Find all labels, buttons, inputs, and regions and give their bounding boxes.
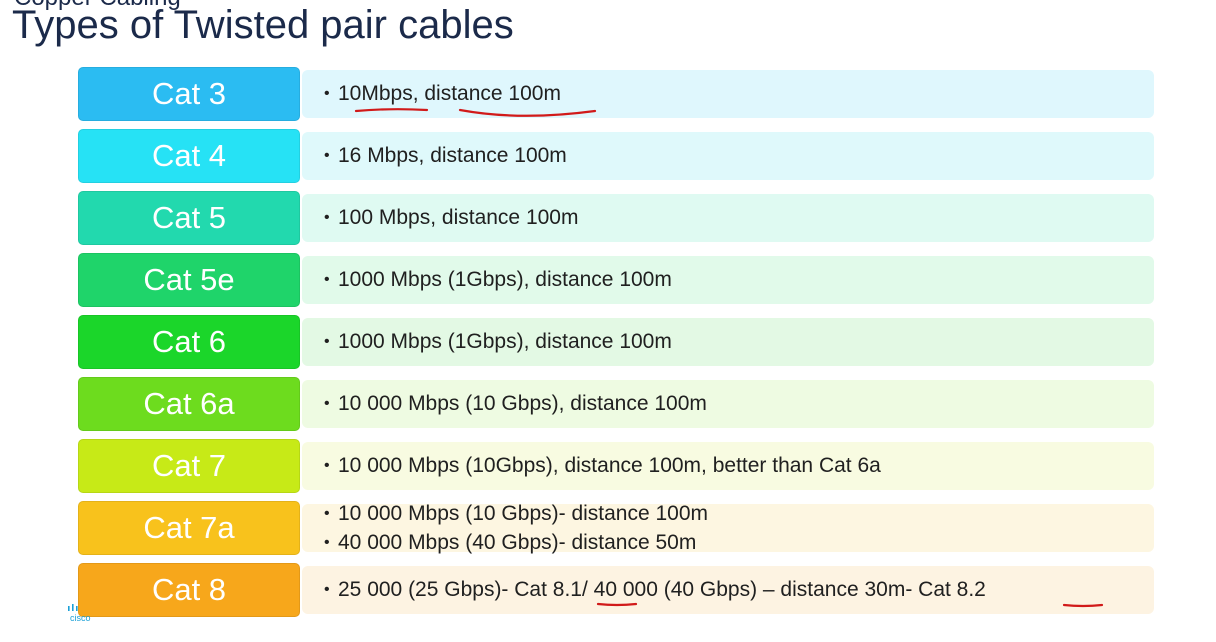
cable-description: 1000 Mbps (1Gbps), distance 100m [302, 256, 1154, 304]
cable-row: Cat 6 1000 Mbps (1Gbps), distance 100m [78, 315, 1158, 369]
description-bullet: 10 000 Mbps (10 Gbps)- distance 100m [324, 499, 1154, 528]
slide-title: Types of Twisted pair cables [12, 3, 514, 47]
cable-description: 25 000 (25 Gbps)- Cat 8.1/ 40 000 (40 Gb… [302, 566, 1154, 614]
description-bullet: 10 000 Mbps (10 Gbps), distance 100m [324, 390, 1154, 418]
cable-row: Cat 4 16 Mbps, distance 100m [78, 129, 1158, 183]
description-bullet: 100 Mbps, distance 100m [324, 204, 1154, 232]
cable-row: Cat 7a 10 000 Mbps (10 Gbps)- distance 1… [78, 499, 1158, 557]
cable-category-label: Cat 7 [78, 439, 300, 493]
cable-row: Cat 5e 1000 Mbps (1Gbps), distance 100m [78, 253, 1158, 307]
cable-row: Cat 8 25 000 (25 Gbps)- Cat 8.1/ 40 000 … [78, 563, 1158, 617]
cable-description: 10Mbps, distance 100m [302, 70, 1154, 118]
description-bullet: 16 Mbps, distance 100m [324, 142, 1154, 170]
cable-row: Cat 6a 10 000 Mbps (10 Gbps), distance 1… [78, 377, 1158, 431]
cable-category-label: Cat 5e [78, 253, 300, 307]
cable-category-label: Cat 3 [78, 67, 300, 121]
cable-category-label: Cat 6a [78, 377, 300, 431]
slide-supertitle: Copper Cabling [14, 0, 181, 10]
description-bullet: 10Mbps, distance 100m [324, 80, 1154, 108]
description-bullet: 25 000 (25 Gbps)- Cat 8.1/ 40 000 (40 Gb… [324, 576, 1154, 604]
cable-category-label: Cat 7a [78, 501, 300, 555]
cable-description: 10 000 Mbps (10Gbps), distance 100m, bet… [302, 442, 1154, 490]
cable-types-table: Cat 3 10Mbps, distance 100m Cat 4 16 Mbp… [78, 67, 1158, 625]
cable-description: 10 000 Mbps (10 Gbps), distance 100m [302, 380, 1154, 428]
cable-category-label: Cat 6 [78, 315, 300, 369]
description-bullet: 1000 Mbps (1Gbps), distance 100m [324, 328, 1154, 356]
cisco-logo-icon: cisco [68, 604, 91, 623]
description-bullet: 1000 Mbps (1Gbps), distance 100m [324, 266, 1154, 294]
description-bullet: 40 000 Mbps (40 Gbps)- distance 50m [324, 528, 1154, 557]
svg-text:cisco: cisco [70, 613, 91, 623]
cable-description: 1000 Mbps (1Gbps), distance 100m [302, 318, 1154, 366]
cable-category-label: Cat 8 [78, 563, 300, 617]
cable-description: 16 Mbps, distance 100m [302, 132, 1154, 180]
cable-description: 10 000 Mbps (10 Gbps)- distance 100m 40 … [302, 499, 1154, 557]
cable-row: Cat 7 10 000 Mbps (10Gbps), distance 100… [78, 439, 1158, 493]
cable-description: 100 Mbps, distance 100m [302, 194, 1154, 242]
cable-category-label: Cat 4 [78, 129, 300, 183]
cable-row: Cat 3 10Mbps, distance 100m [78, 67, 1158, 121]
description-bullet: 10 000 Mbps (10Gbps), distance 100m, bet… [324, 452, 1154, 480]
cable-row: Cat 5 100 Mbps, distance 100m [78, 191, 1158, 245]
cable-category-label: Cat 5 [78, 191, 300, 245]
